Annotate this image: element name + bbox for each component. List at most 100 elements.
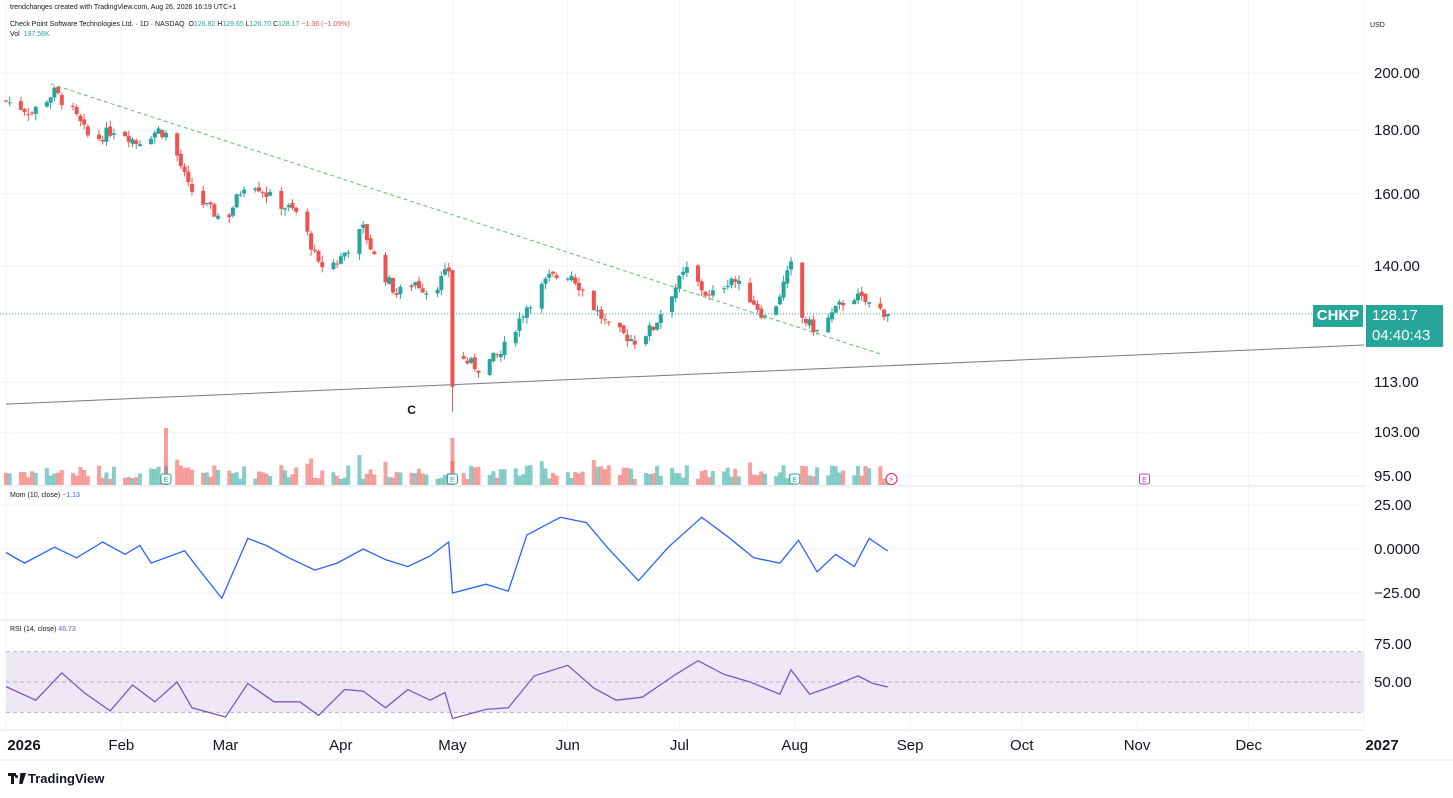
rsi-tick-label: 50.00 xyxy=(1374,674,1412,691)
volume-bar xyxy=(394,471,399,485)
volume-bar xyxy=(599,466,604,485)
candle-body xyxy=(729,278,734,286)
candle-body xyxy=(829,312,834,320)
volume-bar xyxy=(651,473,656,485)
candle-body xyxy=(316,250,321,262)
mom-tick-label: −25.00 xyxy=(1374,585,1420,602)
candle-body xyxy=(759,308,764,318)
volume-bar xyxy=(416,468,421,485)
volume-bar xyxy=(528,465,533,485)
volume-bar xyxy=(811,476,816,485)
volume-bar xyxy=(52,473,57,485)
volume-bar xyxy=(878,466,883,485)
volume-bar xyxy=(606,465,611,485)
volume-bar xyxy=(59,469,64,485)
rsi-legend[interactable]: RSI (14, close) 46.73 xyxy=(10,626,76,633)
volume-bar xyxy=(524,465,529,485)
candle-body xyxy=(469,358,474,363)
candle-body xyxy=(528,307,533,309)
candle-body xyxy=(204,202,209,204)
volume-bar xyxy=(361,478,366,485)
candle-body xyxy=(420,288,425,293)
volume-bar xyxy=(208,476,213,485)
currency-label[interactable]: USD xyxy=(1370,22,1385,29)
rsi-label: RSI (14, close) xyxy=(10,626,57,633)
candle-body xyxy=(710,290,715,296)
volume-bar xyxy=(364,473,369,485)
symbol-info: Check Point Software Technologies Ltd. ·… xyxy=(10,21,350,28)
volume-bar xyxy=(748,462,753,485)
volume-bar xyxy=(469,465,474,485)
candle-body xyxy=(658,314,663,324)
candle-body xyxy=(625,334,630,342)
candle-body xyxy=(123,131,128,137)
volume-bar xyxy=(178,465,183,485)
volume-bar xyxy=(539,461,544,485)
candle-body xyxy=(565,278,570,280)
volume-bar xyxy=(230,473,235,485)
volume-bar xyxy=(368,469,373,485)
volume-bar xyxy=(603,469,608,485)
candle-body xyxy=(736,280,741,284)
candle-body xyxy=(234,194,239,208)
candle-body xyxy=(56,87,61,94)
candle-body xyxy=(30,112,35,114)
candle-body xyxy=(279,190,284,209)
volume-bar xyxy=(149,468,154,485)
candle-body xyxy=(852,300,857,305)
volume-bar xyxy=(126,476,131,485)
candle-body xyxy=(383,255,388,283)
candle-body xyxy=(78,115,83,122)
candle-body xyxy=(435,289,440,294)
candle-body xyxy=(178,153,183,167)
candle-body xyxy=(409,285,414,288)
candle-body xyxy=(372,251,377,255)
mom-legend[interactable]: Mom (10, close) −1.13 xyxy=(10,492,80,499)
volume-bar xyxy=(569,478,574,485)
candle-body xyxy=(833,305,838,313)
volume-bar xyxy=(800,465,805,485)
volume-bar xyxy=(781,465,786,485)
volume-bar xyxy=(774,476,779,485)
volume-bar xyxy=(762,473,767,485)
candle-body xyxy=(684,267,689,273)
time-tick-label: Jun xyxy=(556,737,580,754)
volume-bar xyxy=(435,478,440,485)
mom-tick-label: 0.0000 xyxy=(1374,541,1420,558)
volume-bar xyxy=(502,469,507,485)
candle-body xyxy=(443,269,448,275)
mom-label: Mom (10, close) xyxy=(10,492,61,499)
volume-bar xyxy=(882,478,887,485)
volume-legend: Vol 197.58K xyxy=(10,31,50,38)
volume-bar xyxy=(677,473,682,485)
chart-grid xyxy=(0,0,1453,761)
volume-bar xyxy=(424,474,429,485)
candle-body xyxy=(413,282,418,286)
candle-body xyxy=(461,356,466,359)
volume-bar xyxy=(684,465,689,485)
candle-body xyxy=(450,270,455,356)
candle-body xyxy=(212,204,217,217)
volume-bar xyxy=(867,468,872,485)
volume-bar xyxy=(751,474,756,485)
time-tick-label: Mar xyxy=(213,737,239,754)
last-price-tag: CHKP 128.17 04:40:43 xyxy=(1313,305,1443,347)
candle-body xyxy=(591,290,596,311)
candle-body xyxy=(748,282,753,303)
volume-bar xyxy=(242,466,247,485)
volume-label: Vol xyxy=(10,31,20,38)
volume-bar xyxy=(22,472,27,485)
candle-body xyxy=(647,325,652,336)
volume-bar xyxy=(710,471,715,485)
volume-bar xyxy=(487,474,492,485)
volume-bar xyxy=(491,471,496,485)
price-tick-label: 113.00 xyxy=(1374,374,1419,391)
tradingview-logo[interactable]: TradingView xyxy=(8,771,104,786)
candle-body xyxy=(621,325,626,333)
candle-body xyxy=(256,187,261,192)
earnings-marker xyxy=(160,473,172,485)
candle-body xyxy=(253,188,258,190)
volume-bar xyxy=(372,474,377,485)
candle-body xyxy=(603,319,608,321)
